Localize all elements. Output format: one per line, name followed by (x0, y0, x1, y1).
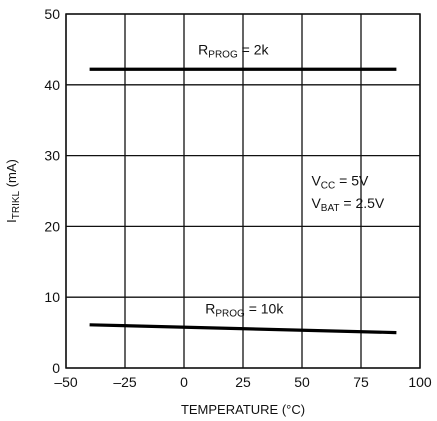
annotation-subscript: PROG (215, 308, 245, 319)
y-tick-label: 20 (44, 218, 60, 234)
tick-labels: –50 –25 0 25 50 75 100 0 10 20 30 40 50 (44, 6, 431, 390)
annotation-subscript: CC (321, 180, 335, 191)
annotation-subscript: BAT (321, 203, 340, 214)
annotation-symbol: V (311, 172, 321, 188)
x-tick-label: 75 (353, 374, 369, 390)
annotation-vcc: VCC = 5V (311, 172, 369, 191)
annotation-rprog10k: RPROG = 10k (205, 300, 284, 319)
y-tick-label: 50 (44, 6, 60, 22)
series-group (89, 67, 397, 335)
y-axis-label: ITRIKL (mA) (4, 159, 22, 223)
annotation-vbat: VBAT = 2.5V (311, 195, 384, 214)
x-tick-label: 25 (235, 374, 251, 390)
y-axis-label-unit: (mA) (4, 159, 19, 191)
plot-frame (65, 13, 421, 369)
annotation-value: = 2.5V (340, 195, 385, 211)
annotation-value: = 2k (238, 41, 270, 57)
series-line-2 (89, 323, 397, 335)
x-tick-label: 50 (294, 374, 310, 390)
x-tick-label: 100 (408, 374, 432, 390)
y-tick-label: 40 (44, 77, 60, 93)
annotation-rprog2k: RPROG = 2k (198, 41, 269, 60)
annotation-subscript: PROG (208, 49, 238, 60)
y-tick-label: 0 (52, 360, 60, 376)
annotation-symbol: R (205, 300, 215, 316)
annotation-symbol: R (198, 41, 208, 57)
y-axis-label-main: I (4, 219, 19, 223)
x-tick-label: –50 (54, 374, 78, 390)
x-tick-label: 0 (180, 374, 188, 390)
annotation-value: = 10k (245, 300, 285, 316)
y-axis-label-sub: TRIKL (11, 190, 22, 219)
x-axis-label: TEMPERATURE (°C) (181, 402, 305, 417)
annotation-value: = 5V (335, 172, 369, 188)
annotation-symbol: V (311, 195, 321, 211)
y-tick-label: 10 (44, 289, 60, 305)
y-tick-label: 30 (44, 148, 60, 164)
x-tick-label: –25 (113, 374, 137, 390)
